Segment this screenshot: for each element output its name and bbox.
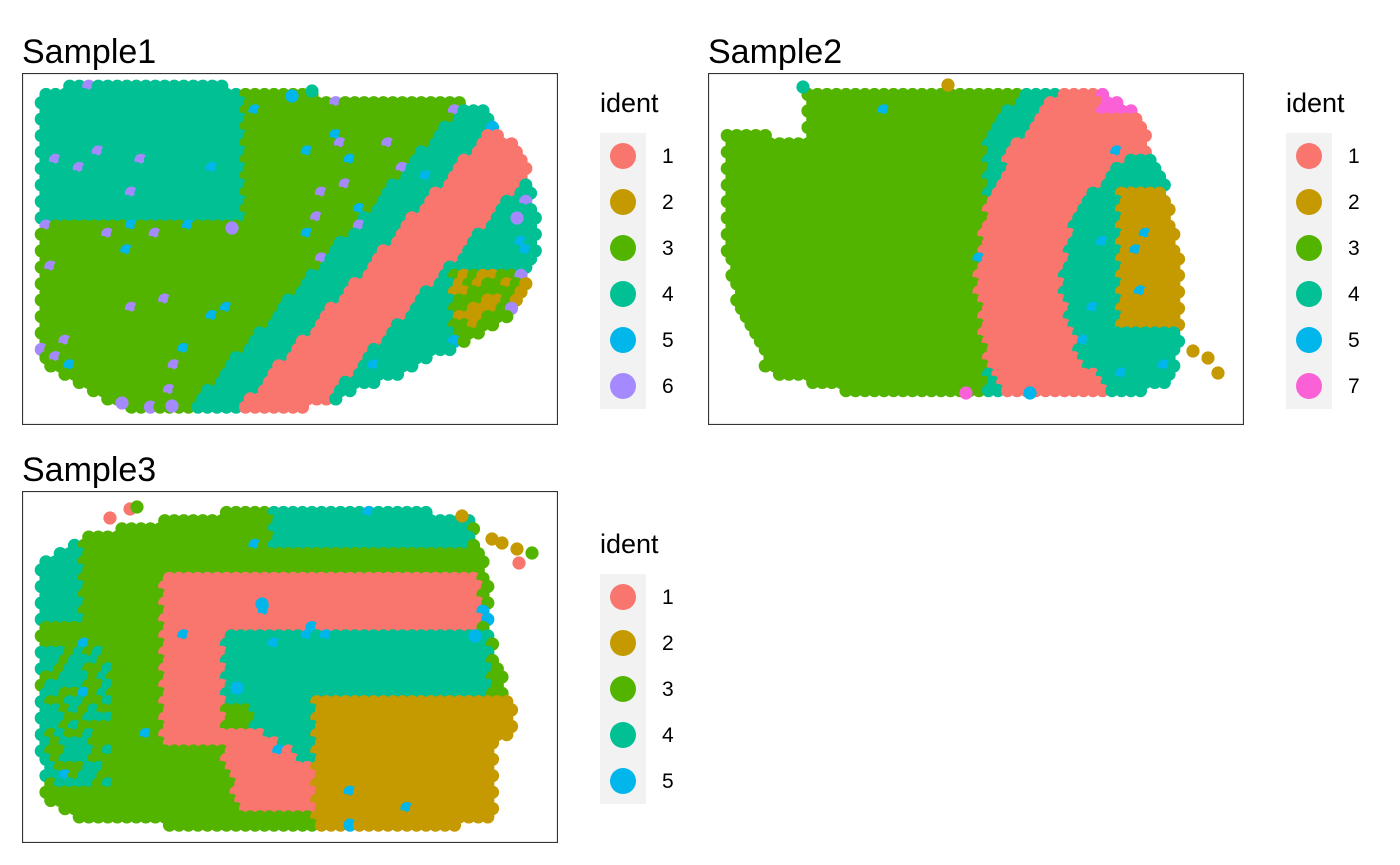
legend-swatch bbox=[1296, 327, 1322, 353]
legend-key-3 bbox=[1286, 225, 1332, 271]
legend-key-7 bbox=[1286, 363, 1332, 409]
legend-label-1: 1 bbox=[662, 145, 674, 168]
panel-title-sample3: Sample3 bbox=[22, 451, 157, 489]
legend-key-2 bbox=[600, 179, 646, 225]
legend-label-2: 2 bbox=[1348, 191, 1360, 214]
legend-label-6: 6 bbox=[662, 375, 674, 398]
legend-swatch bbox=[610, 584, 636, 610]
legend-title: ident bbox=[600, 529, 659, 559]
legend-key-4 bbox=[1286, 271, 1332, 317]
legend-key-1 bbox=[600, 574, 646, 620]
spatial-plot-sample2 bbox=[708, 73, 1244, 425]
legend-title: ident bbox=[600, 88, 659, 118]
panel-border bbox=[22, 491, 558, 843]
legend-swatch bbox=[610, 373, 636, 399]
legend-swatch bbox=[1296, 189, 1322, 215]
legend-key-2 bbox=[600, 620, 646, 666]
spatial-plot-sample3 bbox=[22, 491, 558, 843]
legend-key-4 bbox=[600, 712, 646, 758]
spatial-plot-sample1 bbox=[22, 73, 558, 425]
legend-key-1 bbox=[600, 133, 646, 179]
legend-swatch bbox=[610, 281, 636, 307]
legend-key-3 bbox=[600, 666, 646, 712]
legend-label-5: 5 bbox=[1348, 329, 1360, 352]
legend-label-3: 3 bbox=[662, 678, 674, 701]
legend-label-3: 3 bbox=[662, 237, 674, 260]
legend-swatch bbox=[610, 676, 636, 702]
legend-label-1: 1 bbox=[1348, 145, 1360, 168]
legend-key-5 bbox=[1286, 317, 1332, 363]
spots-sample2 bbox=[720, 78, 1225, 400]
legend-key-5 bbox=[600, 758, 646, 804]
legend-key-4 bbox=[600, 271, 646, 317]
legend-swatch bbox=[610, 189, 636, 215]
spots-sample3 bbox=[34, 500, 539, 832]
legend-sample3: ident 1 2 3 4 5 bbox=[600, 531, 720, 821]
legend-keys bbox=[1286, 133, 1332, 409]
legend-label-7: 7 bbox=[1348, 375, 1360, 398]
legend-swatch bbox=[1296, 235, 1322, 261]
legend-label-1: 1 bbox=[662, 586, 674, 609]
legend-key-5 bbox=[600, 317, 646, 363]
legend-swatch bbox=[1296, 373, 1322, 399]
legend-sample2: ident 1 2 3 4 5 7 bbox=[1286, 90, 1396, 420]
legend-swatch bbox=[610, 143, 636, 169]
legend-label-4: 4 bbox=[662, 283, 674, 306]
legend-label-2: 2 bbox=[662, 191, 674, 214]
legend-key-6 bbox=[600, 363, 646, 409]
legend-key-1 bbox=[1286, 133, 1332, 179]
panel-title-sample1: Sample1 bbox=[22, 33, 157, 71]
legend-swatch bbox=[1296, 281, 1322, 307]
legend-label-4: 4 bbox=[1348, 283, 1360, 306]
panel-border bbox=[708, 73, 1244, 425]
legend-swatch bbox=[610, 235, 636, 261]
spots-sample1 bbox=[34, 79, 542, 414]
legend-label-5: 5 bbox=[662, 329, 674, 352]
legend-label-3: 3 bbox=[1348, 237, 1360, 260]
panel-title-sample2: Sample2 bbox=[708, 33, 843, 71]
legend-key-2 bbox=[1286, 179, 1332, 225]
legend-sample1: ident 1 2 3 4 5 6 bbox=[600, 90, 720, 420]
legend-swatch bbox=[610, 722, 636, 748]
legend-title: ident bbox=[1286, 88, 1345, 118]
legend-label-2: 2 bbox=[662, 632, 674, 655]
panel-border bbox=[22, 73, 558, 425]
legend-label-4: 4 bbox=[662, 724, 674, 747]
legend-swatch bbox=[1296, 143, 1322, 169]
legend-label-5: 5 bbox=[662, 770, 674, 793]
legend-keys bbox=[600, 574, 646, 804]
legend-key-3 bbox=[600, 225, 646, 271]
legend-keys bbox=[600, 133, 646, 409]
legend-swatch bbox=[610, 630, 636, 656]
legend-swatch bbox=[610, 768, 636, 794]
legend-swatch bbox=[610, 327, 636, 353]
